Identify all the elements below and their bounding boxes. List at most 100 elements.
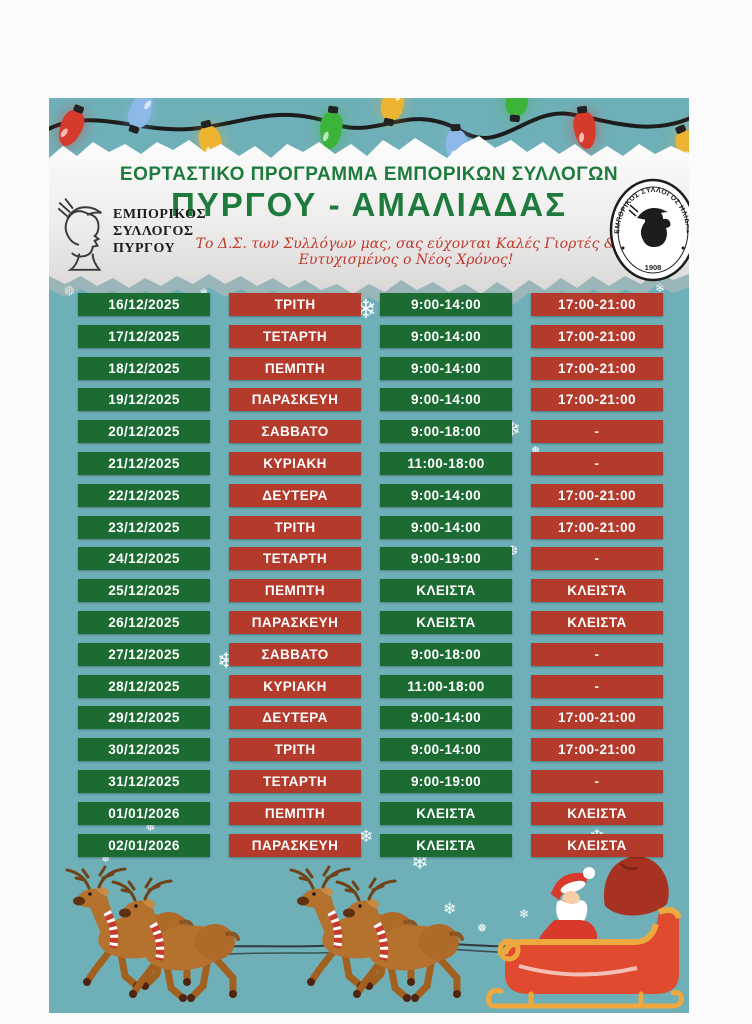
snowflake-icon: ❄ — [411, 851, 429, 874]
santa-sleigh — [486, 855, 684, 1009]
schedule-row: 01/01/2026 ΠΕΜΠΤΗ ΚΛΕΙΣΤΑ ΚΛΕΙΣΤΑ — [78, 801, 689, 825]
date-cell: 20/12/2025 — [78, 420, 210, 444]
day-cell: ΠΕΜΠΤΗ — [229, 356, 361, 380]
evening-hours-cell: ΚΛΕΙΣΤΑ — [531, 801, 663, 825]
day-cell: ΔΕΥΤΕΡΑ — [229, 706, 361, 730]
day-cell: ΠΕΜΠΤΗ — [229, 579, 361, 603]
snowflake-icon: ❅ — [101, 853, 111, 865]
day-cell: ΣΑΒΒΑΤΟ — [229, 642, 361, 666]
date-cell: 30/12/2025 — [78, 738, 210, 762]
logo-left-line1: ΕΜΠΟΡΙΚΟΣ — [113, 207, 207, 222]
evening-hours-cell: - — [531, 420, 663, 444]
schedule-row: 22/12/2025 ΔΕΥΤΕΡΑ 9:00-14:00 17:00-21:0… — [78, 483, 689, 507]
schedule-row: 17/12/2025 ΤΕΤΑΡΤΗ 9:00-14:00 17:00-21:0… — [78, 324, 689, 348]
morning-hours-cell: 11:00-18:00 — [380, 674, 512, 698]
header-banner: ΕΟΡΤΑΣΤΙΚΟ ΠΡΟΓΡΑΜΜΑ ΕΜΠΟΡΙΚΩΝ ΣΥΛΛΟΓΩΝ … — [49, 134, 689, 307]
morning-hours-cell: 9:00-19:00 — [380, 547, 512, 571]
date-cell: 25/12/2025 — [78, 579, 210, 603]
day-cell: ΚΥΡΙΑΚΗ — [229, 451, 361, 475]
morning-hours-cell: 9:00-14:00 — [380, 356, 512, 380]
morning-hours-cell: 9:00-14:00 — [380, 483, 512, 507]
schedule-row: 02/01/2026 ΠΑΡΑΣΚΕΥΗ ΚΛΕΙΣΤΑ ΚΛΕΙΣΤΑ — [78, 833, 689, 857]
snowflake-icon: ❄ — [359, 827, 374, 846]
evening-hours-cell: 17:00-21:00 — [531, 738, 663, 762]
snowflake-icon: ❄ — [519, 907, 530, 921]
date-cell: 02/01/2026 — [78, 833, 210, 857]
evening-hours-cell: 17:00-21:00 — [531, 356, 663, 380]
poster-title: ΕΟΡΤΑΣΤΙΚΟ ΠΡΟΓΡΑΜΜΑ ΕΜΠΟΡΙΚΩΝ ΣΥΛΛΟΓΩΝ — [119, 164, 619, 185]
date-cell: 27/12/2025 — [78, 642, 210, 666]
day-cell: ΠΑΡΑΣΚΕΥΗ — [229, 610, 361, 634]
evening-hours-cell: ΚΛΕΙΣΤΑ — [531, 579, 663, 603]
snowflake-icon: ❆ — [507, 543, 518, 558]
schedule-row: 18/12/2025 ΠΕΜΠΤΗ 9:00-14:00 17:00-21:00 — [78, 356, 689, 380]
date-cell: 31/12/2025 — [78, 769, 210, 793]
schedule-row: 21/12/2025 ΚΥΡΙΑΚΗ 11:00-18:00 - — [78, 451, 689, 475]
schedule-row: 28/12/2025 ΚΥΡΙΑΚΗ 11:00-18:00 - — [78, 674, 689, 698]
snowflake-icon: ❄ — [443, 901, 457, 918]
schedule-row: 30/12/2025 ΤΡΙΤΗ 9:00-14:00 17:00-21:00 — [78, 738, 689, 762]
morning-hours-cell: ΚΛΕΙΣΤΑ — [380, 579, 512, 603]
day-cell: ΤΡΙΤΗ — [229, 515, 361, 539]
logo-left-line2: ΣΥΛΛΟΓΟΣ — [113, 224, 194, 239]
evening-hours-cell: 17:00-21:00 — [531, 293, 663, 316]
evening-hours-cell: - — [531, 451, 663, 475]
poster-subtitle: ΠΥΡΓΟΥ - ΑΜΑΛΙΑΔΑΣ — [170, 186, 568, 223]
date-cell: 18/12/2025 — [78, 356, 210, 380]
morning-hours-cell: 9:00-14:00 — [380, 706, 512, 730]
evening-hours-cell: - — [531, 674, 663, 698]
morning-hours-cell: 9:00-18:00 — [380, 420, 512, 444]
lights-string — [49, 98, 689, 184]
schedule-table: 16/12/2025 ΤΡΙΤΗ 9:00-14:00 17:00-21:00 … — [49, 293, 689, 865]
date-cell: 23/12/2025 — [78, 515, 210, 539]
torn-paper-background — [49, 136, 689, 307]
schedule-row: 25/12/2025 ΠΕΜΠΤΗ ΚΛΕΙΣΤΑ ΚΛΕΙΣΤΑ — [78, 579, 689, 603]
day-cell: ΠΑΡΑΣΚΕΥΗ — [229, 833, 361, 857]
schedule-row: 26/12/2025 ΠΑΡΑΣΚΕΥΗ ΚΛΕΙΣΤΑ ΚΛΕΙΣΤΑ — [78, 610, 689, 634]
day-cell: ΤΡΙΤΗ — [229, 738, 361, 762]
greeting-text: Το Δ.Σ. των Συλλόγων μας, σας εύχονται Κ… — [195, 236, 617, 268]
santa-sleigh-illustration — [49, 855, 684, 1009]
evening-hours-cell: 17:00-21:00 — [531, 515, 663, 539]
date-cell: 19/12/2025 — [78, 388, 210, 412]
morning-hours-cell: 9:00-19:00 — [380, 769, 512, 793]
date-cell: 01/01/2026 — [78, 801, 210, 825]
evening-hours-cell: 17:00-21:00 — [531, 324, 663, 348]
evening-hours-cell: ΚΛΕΙΣΤΑ — [531, 833, 663, 857]
seal-year: 1908 — [645, 263, 662, 272]
day-cell: ΔΕΥΤΕΡΑ — [229, 483, 361, 507]
morning-hours-cell: 9:00-14:00 — [380, 515, 512, 539]
snowflake-icon: ❅ — [531, 446, 540, 457]
morning-hours-cell: ΚΛΕΙΣΤΑ — [380, 801, 512, 825]
morning-hours-cell: 9:00-14:00 — [380, 293, 512, 316]
schedule-row: 19/12/2025 ΠΑΡΑΣΚΕΥΗ 9:00-14:00 17:00-21… — [78, 388, 689, 412]
schedule-row: 16/12/2025 ΤΡΙΤΗ 9:00-14:00 17:00-21:00 — [78, 293, 689, 316]
date-cell: 17/12/2025 — [78, 324, 210, 348]
day-cell: ΠΑΡΑΣΚΕΥΗ — [229, 388, 361, 412]
morning-hours-cell: 9:00-14:00 — [380, 388, 512, 412]
morning-hours-cell: 9:00-18:00 — [380, 642, 512, 666]
evening-hours-cell: ΚΛΕΙΣΤΑ — [531, 610, 663, 634]
day-cell: ΤΕΤΑΡΤΗ — [229, 547, 361, 571]
morning-hours-cell: ΚΛΕΙΣΤΑ — [380, 610, 512, 634]
day-cell: ΣΑΒΒΑΤΟ — [229, 420, 361, 444]
pyrgos-association-logo: ΕΜΠΟΡΙΚΟΣ ΣΥΛΛΟΓΟΣ ΠΥΡΓΟΥ — [55, 190, 206, 290]
schedule-row: 23/12/2025 ΤΡΙΤΗ 9:00-14:00 17:00-21:00 — [78, 515, 689, 539]
schedule-row: 20/12/2025 ΣΑΒΒΑΤΟ 9:00-18:00 - — [78, 420, 689, 444]
morning-hours-cell: ΚΛΕΙΣΤΑ — [380, 833, 512, 857]
schedule-row: 31/12/2025 ΤΕΤΑΡΤΗ 9:00-19:00 - — [78, 769, 689, 793]
evening-hours-cell: 17:00-21:00 — [531, 706, 663, 730]
day-cell: ΚΥΡΙΑΚΗ — [229, 674, 361, 698]
evening-hours-cell: 17:00-21:00 — [531, 483, 663, 507]
morning-hours-cell: 9:00-14:00 — [380, 738, 512, 762]
day-cell: ΤΡΙΤΗ — [229, 293, 361, 316]
evening-hours-cell: - — [531, 642, 663, 666]
snowflake-icon: ❅ — [477, 921, 488, 935]
schedule-row: 29/12/2025 ΔΕΥΤΕΡΑ 9:00-14:00 17:00-21:0… — [78, 706, 689, 730]
logo-left-line3: ΠΥΡΓΟΥ — [113, 241, 176, 256]
snowflake-icon: ❄ — [655, 281, 666, 295]
day-cell: ΤΕΤΑΡΤΗ — [229, 324, 361, 348]
seal-hermes-head-icon — [628, 204, 671, 247]
logo-left-text: ΕΜΠΟΡΙΚΟΣ ΣΥΛΛΟΓΟΣ ΠΥΡΓΟΥ — [113, 206, 206, 257]
